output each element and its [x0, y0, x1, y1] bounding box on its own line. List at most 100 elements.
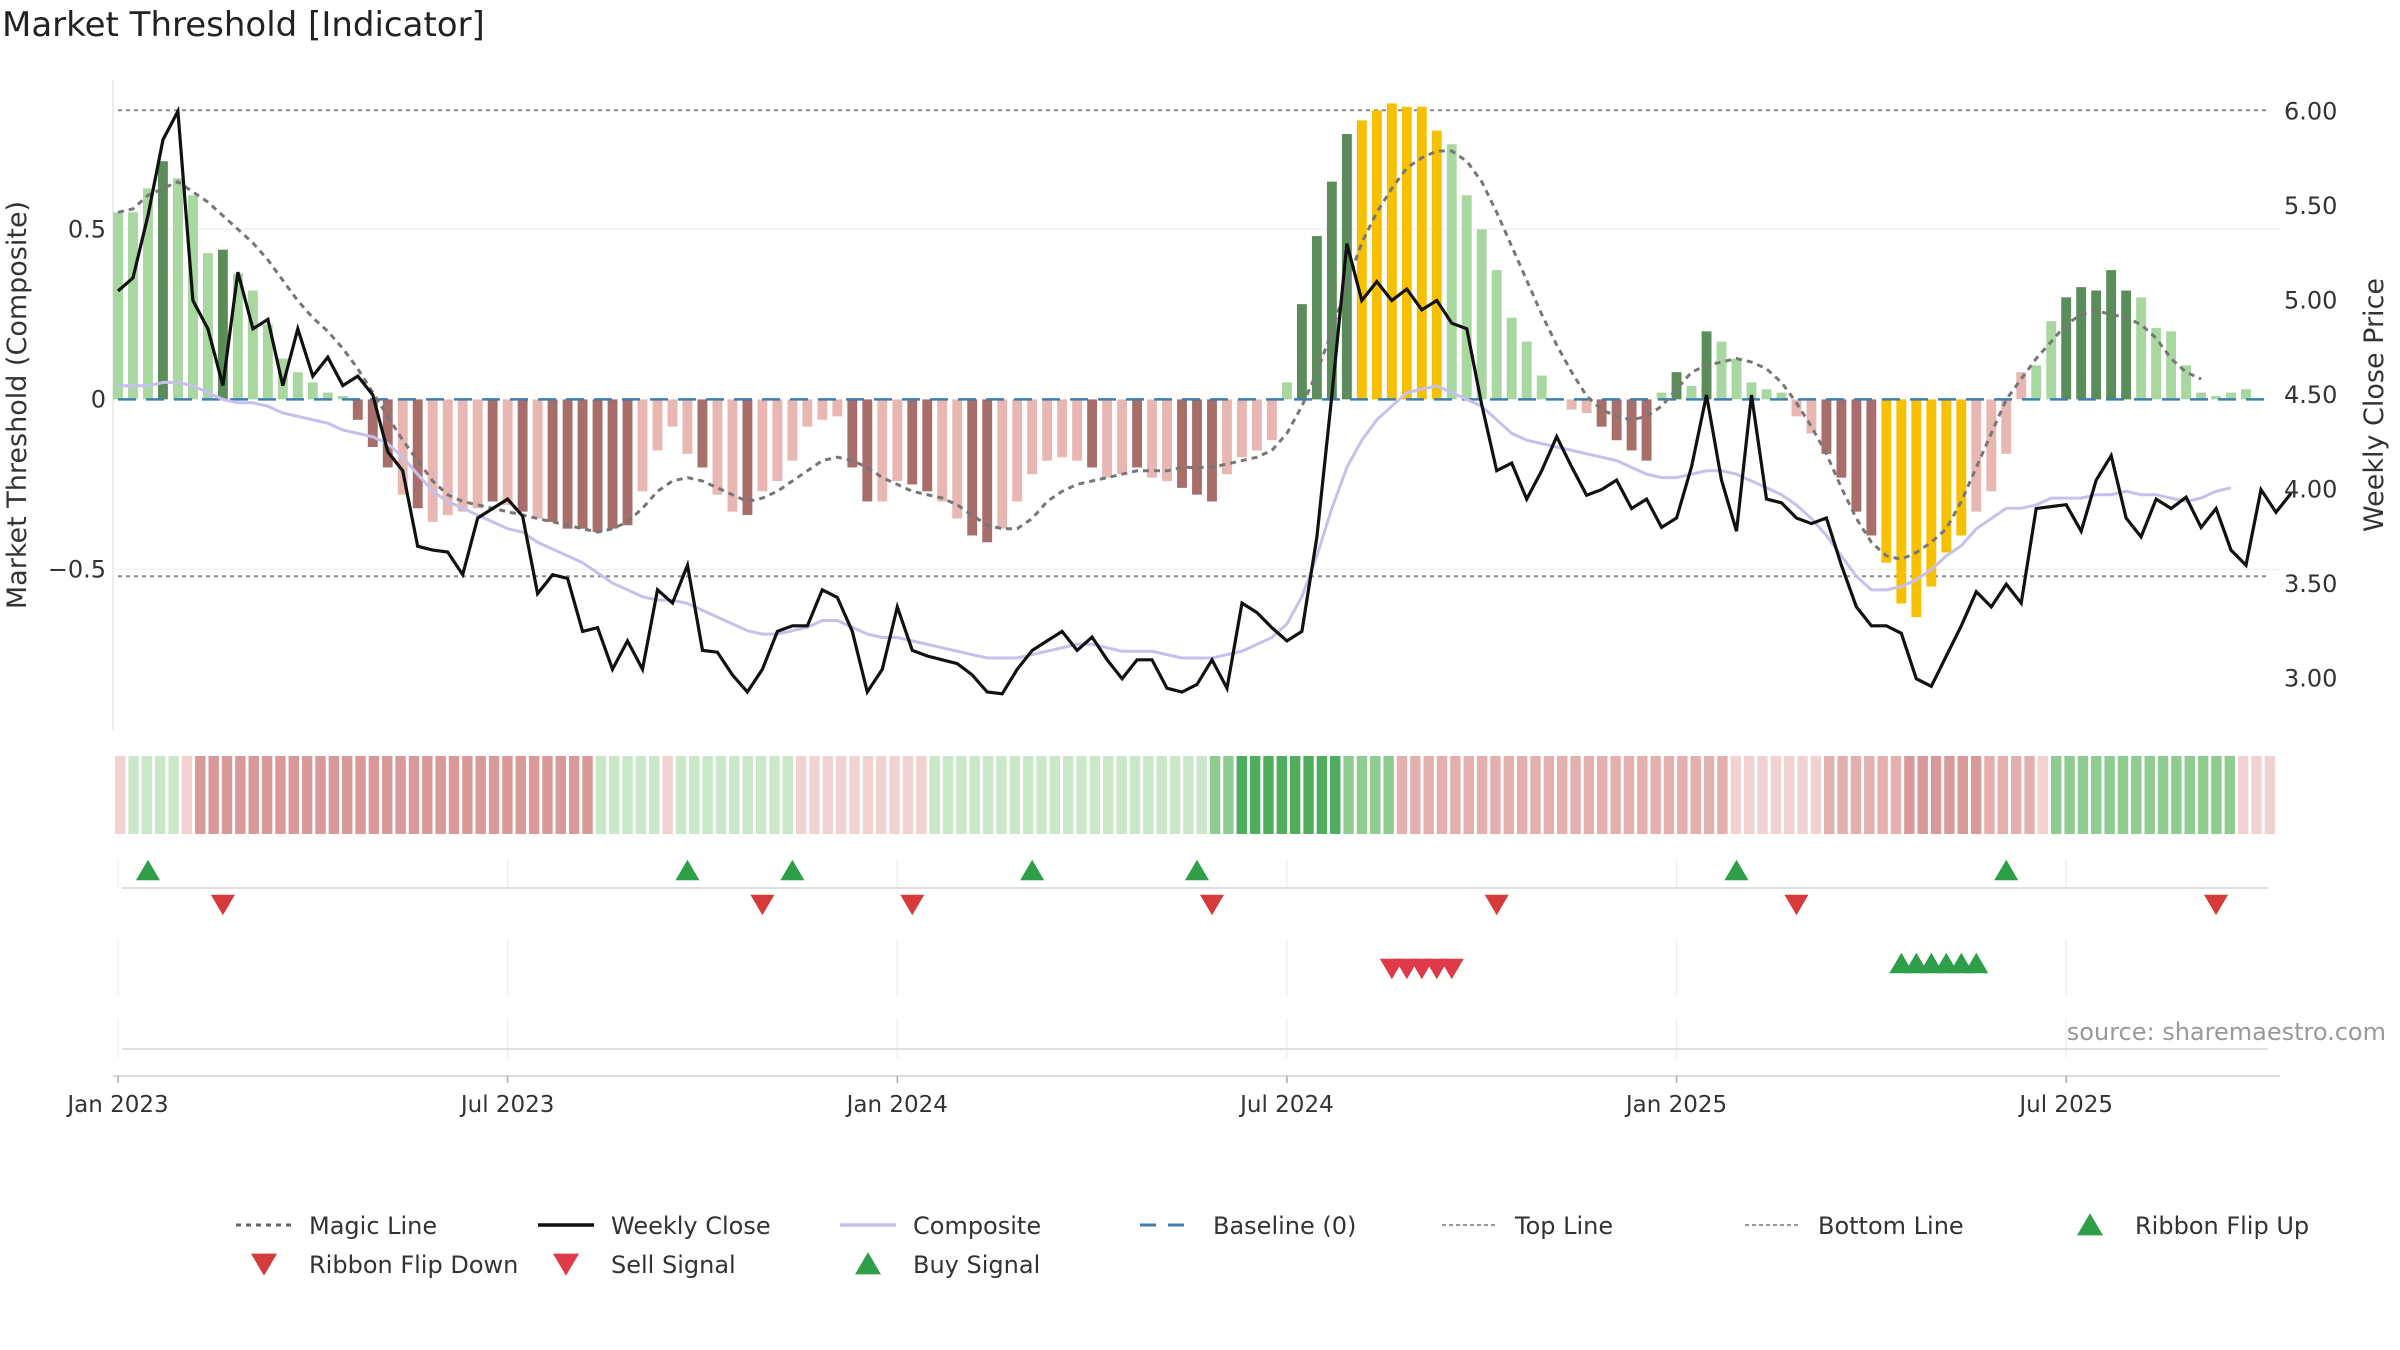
ribbon-cell — [1156, 756, 1167, 834]
composite-bar — [2241, 389, 2251, 400]
ribbon-cell — [916, 756, 927, 834]
legend-label: Weekly Close — [611, 1212, 771, 1240]
ribbon-cell — [1610, 756, 1621, 834]
ribbon-cell — [982, 756, 994, 834]
ribbon-cell — [1530, 756, 1541, 834]
ribbon-cell — [248, 756, 259, 834]
composite-bar — [1311, 236, 1322, 400]
ribbon-cell — [2237, 756, 2249, 834]
sell-signal-marker — [1439, 958, 1464, 980]
x-tick-label: Jan 2023 — [65, 1092, 168, 1118]
ribbon-flip-up-marker — [1724, 859, 1749, 881]
ribbon-cell — [395, 756, 406, 834]
ribbon-cell — [555, 756, 567, 834]
ribbon-cell — [1917, 756, 1928, 834]
ribbon-cell — [1637, 756, 1648, 834]
ribbon-cell — [1330, 756, 1341, 834]
composite-bar — [997, 399, 1008, 529]
ribbon-cell — [1757, 756, 1768, 834]
ribbon-cell — [181, 756, 193, 834]
ribbon-cell — [836, 756, 847, 834]
composite-bar — [1341, 134, 1352, 400]
ribbon-cell — [1370, 756, 1381, 834]
composite-bar — [1806, 399, 1817, 434]
ribbon-cell — [1543, 756, 1555, 834]
composite-bar — [442, 399, 453, 516]
ribbon-flip-down-marker — [1784, 894, 1809, 916]
composite-bar — [967, 399, 978, 536]
composite-bar — [1941, 399, 1952, 553]
composite-bar — [937, 399, 948, 502]
legend-label: Top Line — [1514, 1212, 1613, 1240]
composite-bar — [1626, 399, 1637, 451]
composite-bar — [562, 399, 573, 529]
composite-bar — [1911, 399, 1922, 618]
ribbon-cell — [261, 756, 273, 834]
composite-bar — [877, 399, 888, 502]
ribbon-cell — [1463, 756, 1474, 834]
composite-bar — [532, 399, 543, 519]
composite-bar — [1027, 399, 1038, 475]
composite-bar — [1926, 399, 1937, 587]
ribbon-cell — [1129, 756, 1141, 834]
y-right-axis-label: Weekly Close Price — [2359, 278, 2390, 532]
composite-bar — [922, 399, 933, 492]
y-right-tick-label: 3.50 — [2284, 570, 2337, 598]
ribbon-flip-down-marker — [1199, 894, 1224, 916]
ribbon-cell — [1116, 756, 1127, 834]
ribbon-cell — [1503, 756, 1515, 834]
ribbon-cell — [782, 756, 794, 834]
composite-bar — [412, 399, 423, 509]
composite-bar — [1536, 375, 1547, 400]
ribbon-cell — [1984, 756, 1995, 834]
ribbon-flip-down-marker — [900, 894, 925, 916]
x-tick-label: Jan 2024 — [845, 1092, 948, 1118]
ribbon-cell — [1770, 756, 1782, 834]
composite-bar — [1896, 399, 1907, 604]
ribbon-cell — [1183, 756, 1194, 834]
composite-bar — [2226, 392, 2236, 400]
composite-bar — [1776, 392, 1787, 400]
ribbon-cell — [141, 756, 153, 834]
ribbon-cell — [1837, 756, 1848, 834]
legend-item: Ribbon Flip Up — [2077, 1212, 2309, 1240]
composite-bar — [1416, 106, 1427, 400]
composite-bar — [1117, 399, 1128, 475]
legend-item: Weekly Close — [538, 1212, 771, 1240]
composite-bar — [1296, 304, 1307, 400]
ribbon-cell — [2157, 756, 2169, 834]
y-left-tick-label: 0 — [91, 385, 106, 413]
ribbon-cell — [515, 756, 526, 834]
ribbon-cell — [2064, 756, 2075, 834]
ribbon-cell — [1890, 756, 1902, 834]
ribbon-cell — [1289, 756, 1301, 834]
ribbon-cell — [1490, 756, 1501, 834]
ribbon-cell — [1703, 756, 1715, 834]
ribbon-cell — [368, 756, 380, 834]
composite-line — [118, 380, 2232, 660]
composite-bar — [517, 399, 528, 512]
composite-bar — [1012, 399, 1023, 502]
legend-swatch — [251, 1253, 277, 1276]
ribbon-cell — [1570, 756, 1581, 834]
ribbon-cell — [408, 756, 420, 834]
composite-bar — [952, 399, 963, 519]
ribbon-cell — [902, 756, 914, 834]
ribbon-cell — [969, 756, 980, 834]
legend-label: Bottom Line — [1818, 1212, 1964, 1240]
composite-bar — [697, 399, 708, 468]
composite-bar — [1401, 106, 1412, 400]
x-tick-label: Jul 2024 — [1238, 1092, 1334, 1118]
ribbon-cell — [1997, 756, 2009, 834]
chart-title: Market Threshold [Indicator] — [2, 5, 485, 45]
composite-bar — [682, 399, 693, 454]
ribbon-cell — [1343, 756, 1354, 834]
composite-bar — [1671, 372, 1682, 400]
ribbon-cell — [1597, 756, 1608, 834]
composite-bar — [367, 399, 378, 448]
composite-bar — [1761, 389, 1772, 400]
ribbon-flip-down-marker — [210, 894, 235, 916]
ribbon-cell — [662, 756, 673, 834]
composite-bar — [487, 399, 498, 502]
composite-bar — [292, 372, 303, 400]
